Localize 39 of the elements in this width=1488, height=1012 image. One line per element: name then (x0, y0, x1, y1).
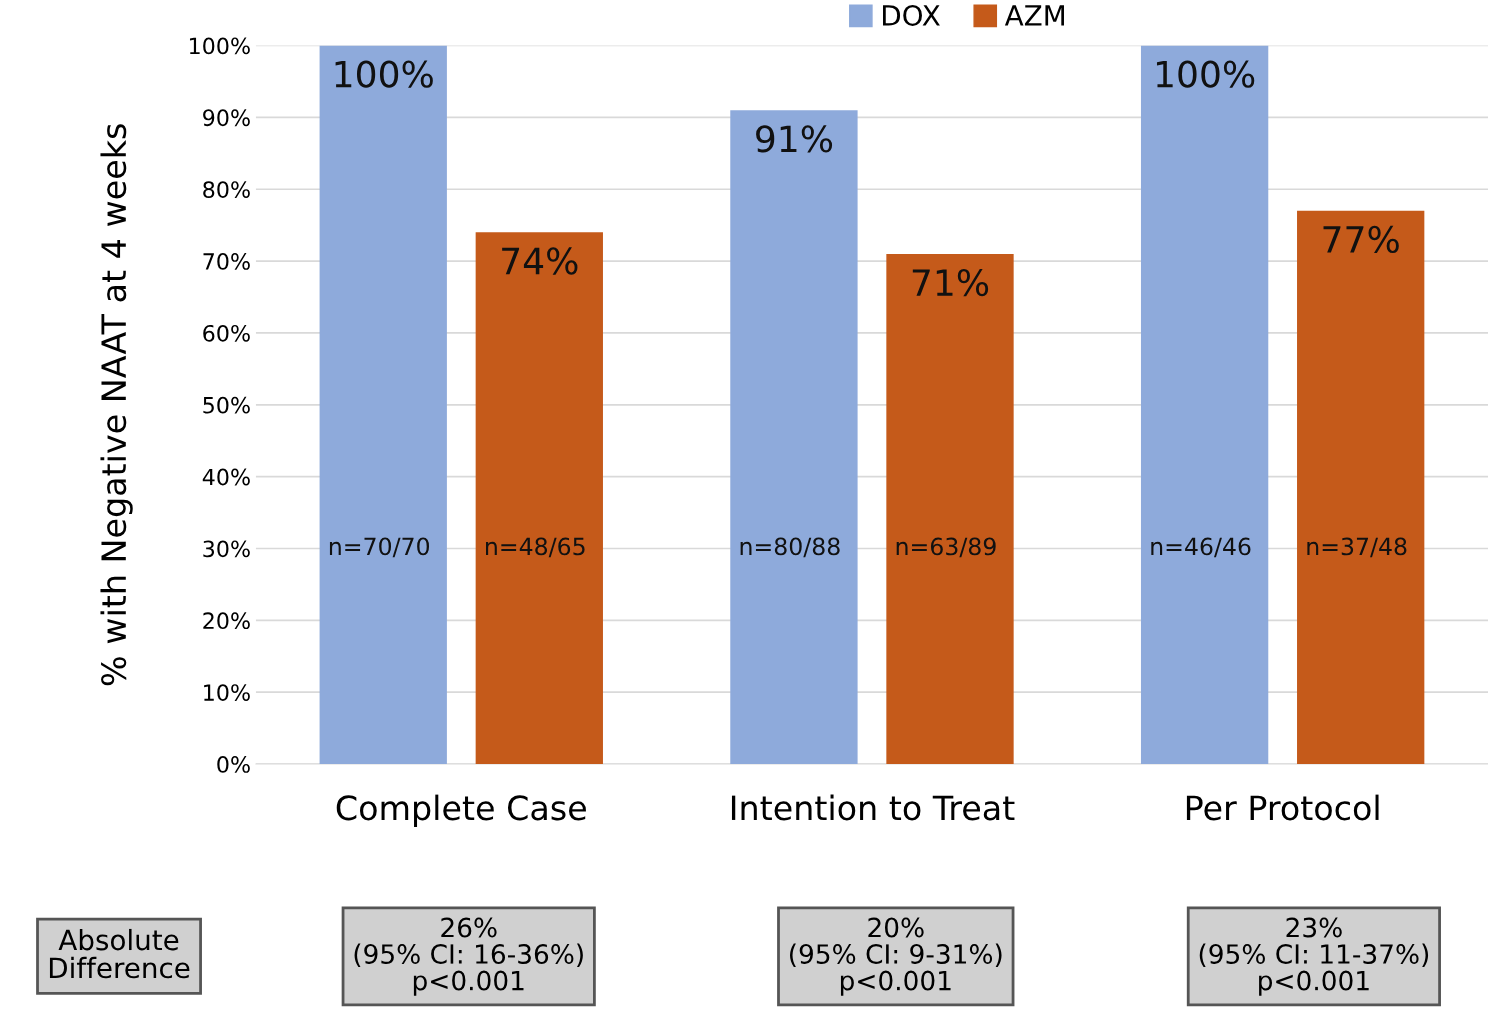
bar (475, 232, 603, 765)
x-tick-label: Per Protocol (1186, 794, 1379, 821)
y-tick-label: 40% (202, 468, 250, 486)
y-tick-label: 90% (203, 109, 250, 127)
bar (1140, 45, 1269, 765)
x-tick-label: Intention to Treat (731, 794, 1015, 821)
text: 23% (95% CI: 11-37%) p<0.001 (1199, 917, 1429, 996)
annotation: n=70/70 (329, 537, 430, 558)
annotation: n=37/48 (1307, 537, 1407, 558)
annotation: n=48/65 (486, 537, 585, 558)
y-tick-label: 100% (189, 37, 250, 55)
data-label: 100% (335, 60, 433, 88)
annotation: n=63/89 (896, 537, 996, 558)
text: 20% (95% CI: 9-31%) p<0.001 (790, 917, 1002, 996)
y-tick-label: 60% (203, 324, 250, 342)
bar (886, 253, 1014, 765)
legend-label: DOX (883, 4, 940, 26)
bar (319, 45, 447, 765)
y-tick-label: 70% (203, 253, 250, 270)
bar (730, 110, 858, 765)
annotation: n=80/88 (740, 537, 840, 558)
data-label: 77% (1323, 225, 1399, 254)
y-tick-label: 80% (203, 181, 250, 198)
data-label: 74% (502, 247, 578, 275)
legend-label: AZM (1004, 5, 1064, 26)
y-tick-label: 0% (217, 756, 250, 773)
bar (1297, 210, 1425, 765)
data-label: 100% (1156, 60, 1255, 88)
y-axis-title: % with Negative NAAT at 4 weeks (100, 124, 133, 686)
x-tick-label: Complete Case (336, 794, 586, 827)
annotation: n=46/46 (1151, 537, 1251, 558)
text: 26% (95% CI: 16-36%) p<0.001 (354, 917, 583, 996)
y-tick-label: 30% (203, 540, 250, 558)
data-label: 71% (912, 268, 989, 297)
y-tick-label: 50% (203, 396, 250, 414)
text: Absolute Difference (49, 928, 190, 979)
y-tick-label: 10% (204, 684, 250, 701)
y-tick-label: 20% (203, 612, 250, 630)
data-label: 91% (756, 125, 833, 153)
